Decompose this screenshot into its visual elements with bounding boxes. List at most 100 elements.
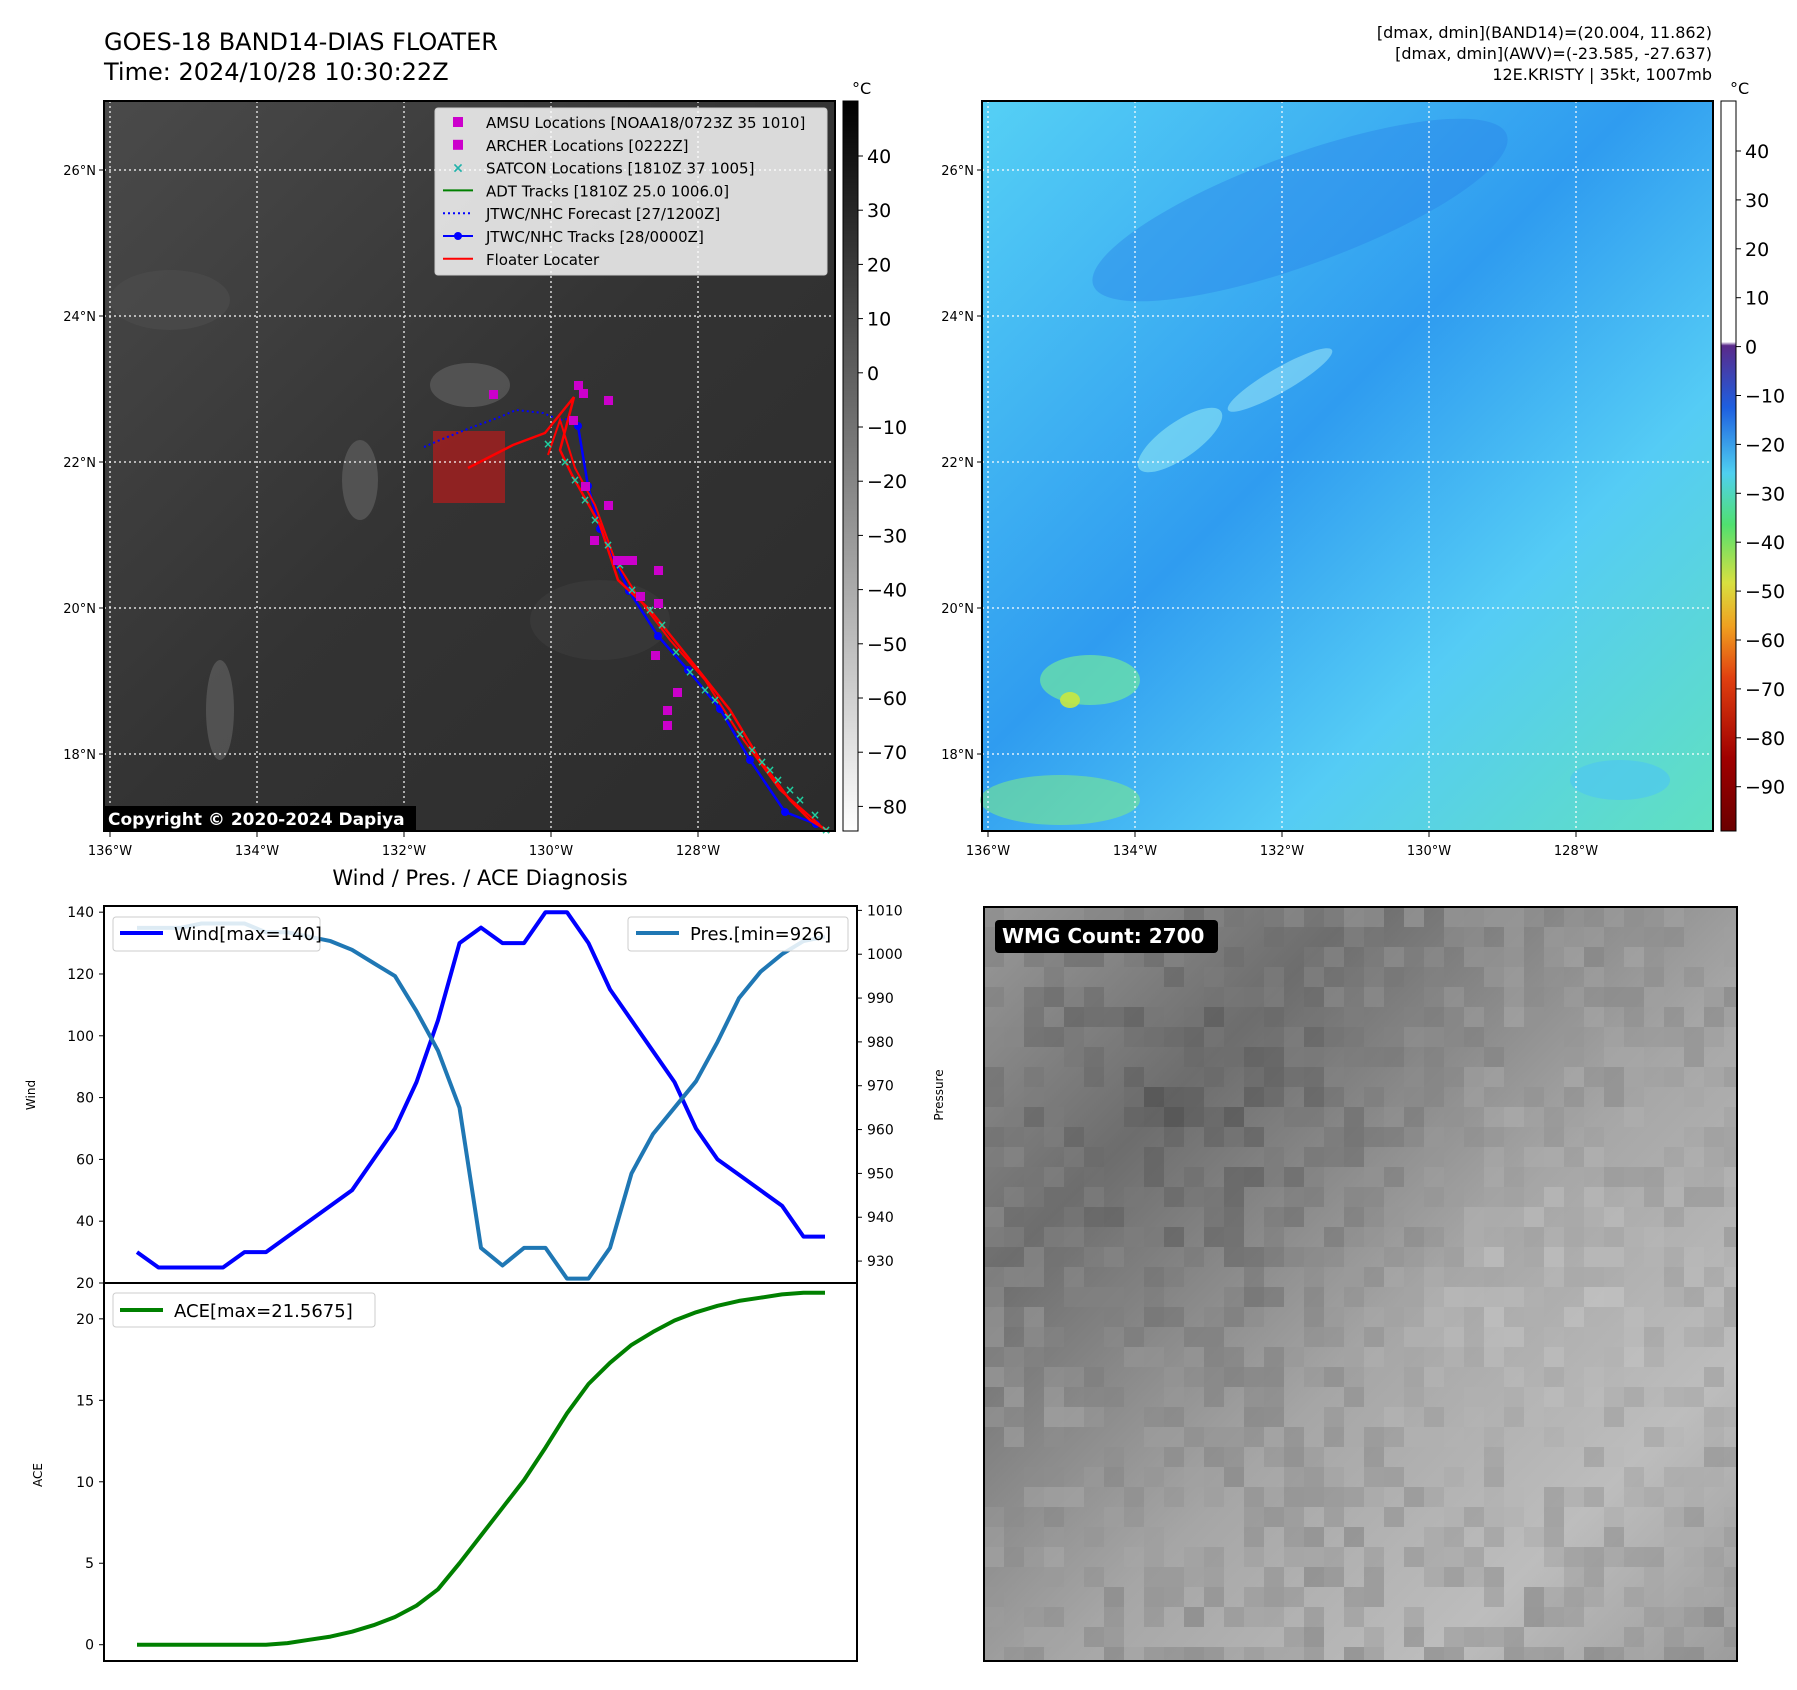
wmg-pixel — [1264, 1247, 1284, 1267]
wmg-pixel — [1084, 1527, 1104, 1547]
wmg-pixel — [1304, 1147, 1324, 1167]
wmg-pixel — [1484, 1107, 1504, 1127]
wmg-pixel — [1324, 1407, 1344, 1427]
wmg-pixel — [1404, 1227, 1424, 1247]
legend-label: JTWC/NHC Tracks [28/0000Z] — [485, 228, 704, 246]
wmg-pixel — [1064, 1407, 1084, 1427]
wmg-pixel — [1284, 1027, 1304, 1047]
wmg-pixel — [1724, 927, 1737, 947]
wmg-pixel — [1084, 1147, 1104, 1167]
wmg-pixel — [1404, 907, 1424, 927]
wmg-pixel — [1484, 1287, 1504, 1307]
wmg-pixel — [1724, 1007, 1737, 1027]
wmg-pixel — [1684, 1187, 1704, 1207]
wmg-pixel — [1564, 1487, 1584, 1507]
wmg-pixel — [1684, 1267, 1704, 1287]
amsu-marker — [574, 381, 583, 390]
wmg-pixel — [1284, 1627, 1304, 1647]
wmg-pixel — [1404, 1607, 1424, 1627]
wmg-pixel — [1004, 1307, 1024, 1327]
wmg-pixel — [1084, 1467, 1104, 1487]
wmg-pixel — [1284, 1067, 1304, 1087]
wmg-pixel — [1704, 1167, 1724, 1187]
wmg-pixel — [1164, 1647, 1184, 1661]
wmg-pixel — [1204, 1547, 1224, 1567]
wmg-pixel — [1044, 1027, 1064, 1047]
wmg-pixel — [1384, 1207, 1404, 1227]
colorbar-tick-label: −60 — [1745, 630, 1785, 652]
colorbar-tick-label: −20 — [867, 471, 907, 493]
wmg-pixel — [1644, 967, 1664, 987]
ace-line — [137, 1290, 825, 1647]
wmg-pixel — [1684, 1087, 1704, 1107]
wmg-pixel — [1104, 1207, 1124, 1227]
amsu-marker — [673, 688, 682, 697]
wmg-pixel — [1384, 1307, 1404, 1327]
wmg-pixel — [1084, 1167, 1104, 1187]
wmg-pixel — [1624, 1347, 1644, 1367]
wmg-pixel — [1504, 1327, 1524, 1347]
map-legend: AMSU Locations [NOAA18/0723Z 35 1010] ARC… — [434, 107, 828, 276]
wmg-pixel — [1524, 1147, 1544, 1167]
satcon-marker: × — [700, 683, 710, 697]
satcon-marker: × — [627, 583, 637, 597]
wmg-pixel — [1044, 1407, 1064, 1427]
wmg-pixel — [1664, 1267, 1684, 1287]
wmg-pixel — [1464, 1627, 1484, 1647]
wmg-pixel — [1504, 1647, 1524, 1661]
wmg-pixel — [1044, 1327, 1064, 1347]
wmg-pixel — [1404, 1427, 1424, 1447]
awv-map-gridlines: 136°W 134°W 132°W 130°W 128°W 26°N 24°N 22°N 20°… — [941, 101, 1713, 859]
wmg-pixel — [1624, 1547, 1644, 1567]
wmg-pixel — [1204, 1587, 1224, 1607]
jtwc-track-point — [654, 632, 662, 640]
wmg-pixel — [1224, 1107, 1244, 1127]
wmg-pixel — [1644, 1547, 1664, 1567]
wmg-pixel — [1724, 1587, 1737, 1607]
lon-tick-label: 130°W — [1407, 844, 1451, 859]
wmg-pixel — [1144, 1527, 1164, 1547]
wmg-pixel — [1304, 1247, 1324, 1267]
wmg-pixel — [1104, 1467, 1124, 1487]
wmg-pixel — [1264, 1447, 1284, 1467]
wmg-pixel — [1464, 947, 1484, 967]
wmg-pixel — [1584, 1587, 1604, 1607]
wmg-pixel — [1224, 947, 1244, 967]
wmg-pixel — [1324, 1427, 1344, 1447]
wmg-pixel — [1284, 1587, 1304, 1607]
wmg-pixel — [1304, 987, 1324, 1007]
wmg-pixel — [1364, 1587, 1384, 1607]
wmg-pixel — [1724, 1567, 1737, 1587]
wmg-pixel — [1704, 1327, 1724, 1347]
wmg-pixel — [1204, 1647, 1224, 1661]
wmg-pixel — [1204, 1107, 1224, 1127]
wmg-pixel — [1624, 1167, 1644, 1187]
wmg-pixel — [1164, 1027, 1184, 1047]
wmg-pixel — [1544, 1247, 1564, 1267]
wmg-pixel — [1704, 1367, 1724, 1387]
wmg-pixel — [1484, 1447, 1504, 1467]
wmg-pixel — [1164, 1587, 1184, 1607]
wmg-pixel — [1464, 1007, 1484, 1027]
wmg-pixel — [1424, 1527, 1444, 1547]
colorbar-tick-label: −40 — [1745, 532, 1785, 554]
wmg-pixel — [1164, 1367, 1184, 1387]
wmg-pixel — [1524, 1247, 1544, 1267]
wmg-pixel — [1164, 1487, 1184, 1507]
wmg-pixel — [1524, 907, 1544, 927]
wmg-pixel — [1424, 1307, 1444, 1327]
wmg-pixel — [1344, 1487, 1364, 1507]
wmg-pixel — [1184, 1427, 1204, 1447]
wmg-pixel — [1424, 1367, 1444, 1387]
wmg-pixel — [1444, 1467, 1464, 1487]
wmg-pixel — [1364, 1467, 1384, 1487]
wmg-pixel — [1124, 1547, 1144, 1567]
wmg-pixel — [984, 1367, 1004, 1387]
wind-axis-label: Wind — [24, 1080, 38, 1110]
wmg-pixel — [1184, 1087, 1204, 1107]
wmg-pixel — [1524, 1107, 1544, 1127]
amsu-marker — [654, 566, 663, 575]
info-awv: [dmax, dmin](AWV)=(-23.585, -27.637) — [1395, 44, 1712, 63]
wmg-pixel — [1484, 1427, 1504, 1447]
ace-chart: 0 5 10 15 20 ACE[max=21.5675] ACE — [31, 1282, 858, 1662]
